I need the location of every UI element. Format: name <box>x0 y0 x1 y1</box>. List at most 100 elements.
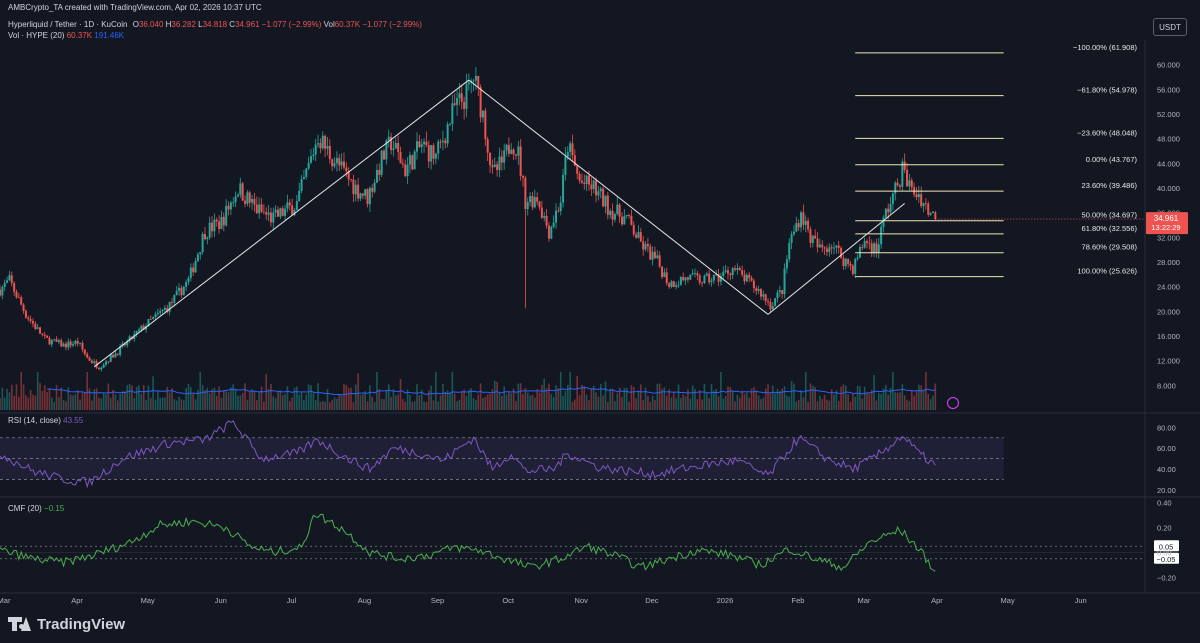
candle-body <box>418 141 421 148</box>
candle-body <box>460 93 463 102</box>
candle-body <box>211 222 214 232</box>
volume-bar <box>112 389 114 410</box>
candle-body <box>397 143 400 152</box>
volume-bar <box>599 383 602 410</box>
volume-bar <box>343 383 345 410</box>
currency-button[interactable]: USDT <box>1153 18 1187 36</box>
volume-bar <box>296 386 298 410</box>
candle-body <box>434 153 437 159</box>
candle-body <box>863 241 866 248</box>
candle-body <box>481 110 484 118</box>
candle-body <box>441 140 444 142</box>
volume-bar <box>248 391 251 410</box>
volume-bar <box>512 388 515 410</box>
volume-bar <box>409 394 411 410</box>
volume-bar <box>206 387 209 410</box>
volume-bar <box>868 393 871 410</box>
candle-body <box>757 289 760 291</box>
candle-body <box>64 343 67 348</box>
volume-bar <box>807 401 809 410</box>
candle-body <box>156 312 159 315</box>
volume-bar <box>503 386 505 410</box>
candle-body <box>364 189 367 196</box>
volume-bar <box>727 386 729 410</box>
volume-bar <box>0 398 1 410</box>
volume-bar <box>15 384 18 410</box>
volume-bar <box>764 388 767 410</box>
candle-body <box>774 298 777 306</box>
candle-body <box>463 101 466 109</box>
candle-body <box>20 297 23 305</box>
volume-bar <box>508 392 510 410</box>
candle-body <box>477 75 480 88</box>
candle-body <box>79 343 82 344</box>
candle-body <box>745 274 748 282</box>
volume-bar <box>397 394 399 410</box>
volume-bar <box>750 388 753 410</box>
candle-body <box>31 320 34 324</box>
candle-body <box>833 247 836 249</box>
trend-line <box>468 79 769 315</box>
volume-bar <box>920 385 922 410</box>
rsi-tick-label: 20.00 <box>1157 486 1176 495</box>
volume-bar <box>340 395 343 410</box>
candle-body <box>267 212 270 215</box>
countdown-label: 13:22:29 <box>1151 223 1180 232</box>
cmf-name[interactable]: CMF (20) <box>8 504 42 513</box>
volume-bar <box>439 395 442 410</box>
volume-bar <box>303 399 305 410</box>
candle-body <box>229 202 232 210</box>
volume-bar <box>680 398 682 410</box>
candle-body <box>750 277 753 281</box>
candle-body <box>929 213 932 215</box>
candle-body <box>430 145 433 162</box>
volume-bar <box>32 394 34 410</box>
volume-bar <box>559 372 562 410</box>
candle-body <box>496 164 499 170</box>
candle-body <box>10 275 13 284</box>
open-value: 36.040 <box>138 20 164 29</box>
volume-bar <box>192 393 194 410</box>
volume-bar <box>310 385 312 410</box>
candle-body <box>81 343 84 350</box>
volume-legend-name[interactable]: Vol · HYPE (20) <box>8 31 65 40</box>
volume-bar <box>364 391 366 410</box>
candle-body <box>578 173 581 181</box>
candle-body <box>767 301 770 303</box>
volume-bar <box>6 389 8 410</box>
cmf-line <box>0 513 936 572</box>
candle-body <box>472 80 475 82</box>
candle-body <box>317 143 320 145</box>
volume-bar <box>833 394 835 410</box>
cmf-pane <box>0 513 1179 572</box>
candle-body <box>43 334 46 336</box>
volume-bar <box>41 390 44 410</box>
candle-body <box>354 184 357 195</box>
candle-body <box>236 194 239 197</box>
volume-bar <box>564 390 567 410</box>
rsi-name[interactable]: RSI (14, close) <box>8 416 61 425</box>
candle-body <box>703 275 706 284</box>
volume-bar <box>830 389 833 410</box>
volume-bar <box>899 392 901 410</box>
time-tick-label: Dec <box>645 596 659 605</box>
time-tick-label: Mar <box>857 596 870 605</box>
tradingview-brand[interactable]: TradingView <box>8 612 125 636</box>
candle-body <box>163 307 166 310</box>
candle-body <box>682 277 685 281</box>
candle-body <box>903 161 906 170</box>
candle-body <box>149 319 152 320</box>
volume-bar <box>640 384 642 410</box>
candle-body <box>585 175 588 184</box>
candle-body <box>161 309 164 312</box>
candle-body <box>898 185 901 187</box>
volume-bar <box>866 392 868 410</box>
candle-body <box>498 156 501 170</box>
candle-body <box>821 244 824 248</box>
volume-bar <box>673 391 675 410</box>
volume-bar <box>251 389 253 410</box>
symbol-title[interactable]: Hyperliquid / Tether · 1D · KuCoin <box>8 20 128 29</box>
candle-body <box>199 252 202 255</box>
candle-body <box>512 149 515 155</box>
